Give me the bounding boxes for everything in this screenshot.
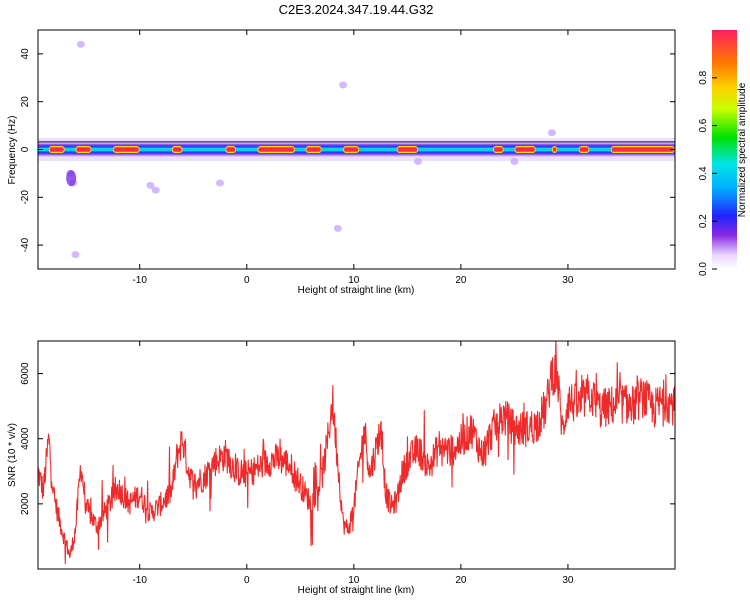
snr-panel: -10 0 10 20 30 2000 4000 6000 Height of straigh… (7, 340, 676, 596)
colorbar-tick-label: 0.0 (698, 262, 709, 276)
snr-ticks: -10 0 10 20 30 2000 4000 6000 (20, 341, 675, 586)
peak-segment (76, 147, 91, 152)
peak-segment (552, 147, 557, 152)
x-tick-label: 30 (562, 275, 574, 286)
spectral-blob (414, 157, 423, 165)
peak-segment (49, 147, 64, 152)
colorbar-gradient (712, 30, 737, 269)
peak-segment (172, 147, 182, 152)
snr-series-line (38, 341, 675, 565)
spectral-blob (146, 181, 155, 189)
colorbar-tick-label: 0.8 (698, 70, 709, 84)
peak-segment (494, 147, 503, 152)
colorbar-label: Normalized spectral amplitude (737, 82, 748, 217)
x-tick-label: -10 (132, 575, 147, 586)
colorbar: 0.0 0.2 0.4 0.6 0.8 Normalized spectral ampl… (698, 30, 748, 276)
y-tick-label: 6000 (20, 362, 31, 385)
snr-ylabel: SNR (10 * v/v) (7, 423, 18, 487)
peak-segment (258, 147, 294, 152)
figure-title: C2E3.2024.347.19.44.G32 (279, 2, 434, 17)
x-tick-label: 10 (348, 575, 360, 586)
peak-segment (306, 147, 321, 152)
spectral-blob (339, 81, 348, 89)
spectral-blob (66, 170, 77, 187)
x-tick-label: -10 (132, 275, 147, 286)
spectral-blob (510, 157, 519, 165)
y-tick-label: -20 (20, 190, 31, 205)
colorbar-ticks: 0.0 0.2 0.4 0.6 0.8 (698, 70, 717, 276)
snr-plot-area (38, 341, 675, 569)
y-tick-label: -40 (20, 237, 31, 252)
y-tick-label: 0 (20, 146, 31, 152)
y-tick-label: 2000 (20, 492, 31, 515)
spectrogram-ticks: -10 0 10 20 30 -40 -20 0 20 40 (20, 30, 675, 286)
spectrogram-heatmap (38, 40, 675, 259)
x-tick-label: 30 (562, 575, 574, 586)
spectrogram-ylabel: Frequency (Hz) (7, 116, 18, 185)
x-tick-label: 20 (455, 275, 467, 286)
peak-segment (226, 147, 236, 152)
snr-xlabel: Height of straight line (km) (298, 585, 415, 596)
x-tick-label: 20 (455, 575, 467, 586)
spectral-blob (76, 40, 85, 48)
spectral-blob (216, 179, 224, 187)
peak-segment (397, 147, 418, 152)
peak-segment (579, 147, 589, 152)
x-tick-label: 0 (244, 275, 250, 286)
spectrogram-xlabel: Height of straight line (km) (298, 285, 415, 296)
spectral-blob (71, 251, 80, 259)
peak-segment (113, 147, 139, 152)
y-tick-label: 20 (20, 96, 31, 108)
spectrogram-panel: -10 0 10 20 30 -40 -20 0 20 40 Height of straight… (7, 29, 676, 296)
x-tick-label: 0 (244, 575, 250, 586)
peak-segment (611, 147, 674, 152)
y-tick-label: 4000 (20, 427, 31, 450)
colorbar-tick-label: 0.4 (698, 166, 709, 180)
colorbar-tick-label: 0.2 (698, 214, 709, 228)
peak-segment (515, 147, 535, 152)
y-tick-label: 40 (20, 48, 31, 60)
spectral-blob (333, 224, 342, 232)
spectral-blob (151, 186, 160, 194)
peak-segment (344, 147, 359, 152)
spectral-blob (547, 129, 556, 137)
colorbar-tick-label: 0.6 (698, 118, 709, 132)
x-tick-label: 10 (348, 275, 360, 286)
snr-frame (37, 340, 676, 570)
